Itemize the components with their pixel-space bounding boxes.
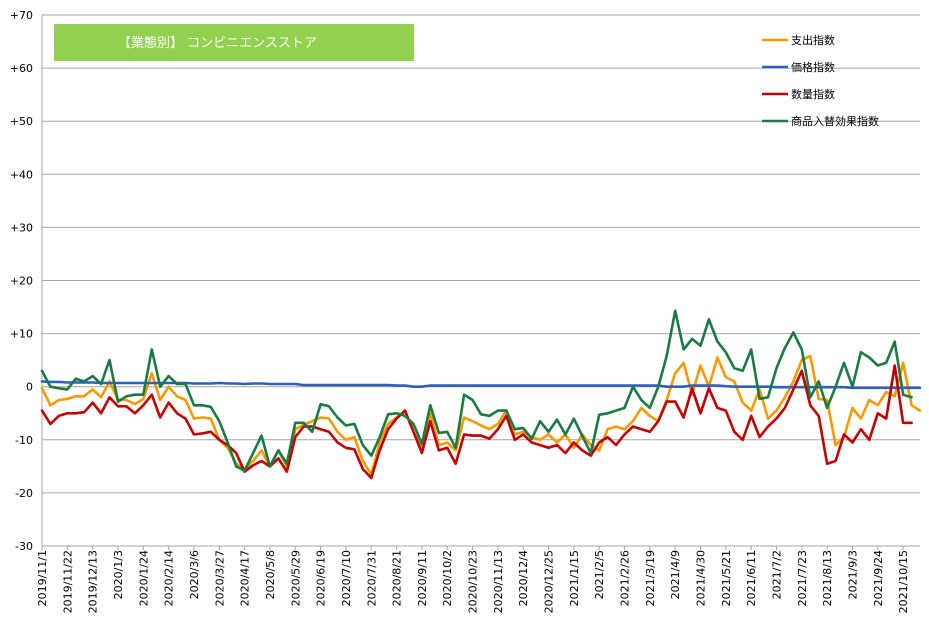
gridlines (42, 14, 920, 547)
x-tick-label: 2019/11/1 (36, 550, 49, 606)
x-tick-label: 2020/8/21 (391, 550, 404, 606)
x-tick-label: 2021/8/13 (821, 550, 834, 606)
x-axis: 2019/11/1 2019/11/22 2019/12/13 2020/1/3 202… (36, 546, 910, 613)
x-tick-label: 2020/5/8 (264, 550, 277, 599)
x-tick-label: 2021/9/3 (846, 550, 859, 599)
x-tick-label: 2021/7/23 (796, 550, 809, 606)
y-tick-label: +30 (10, 221, 33, 234)
series-line-3 (40, 309, 913, 472)
legend-label: 支出指数 (791, 33, 835, 47)
series-line-1 (40, 380, 922, 390)
x-tick-label: 2021/4/9 (669, 550, 682, 599)
x-tick-label: 2020/6/19 (315, 550, 328, 606)
legend-label: 数量指数 (791, 87, 835, 101)
x-tick-label: 2020/11/13 (492, 550, 505, 613)
x-tick-label: 2020/3/6 (188, 550, 201, 599)
x-tick-label: 2021/3/19 (644, 550, 657, 606)
x-tick-label: 2021/4/30 (695, 550, 708, 606)
x-tick-label: 2021/2/5 (593, 550, 606, 599)
x-tick-label: 2020/10/23 (467, 550, 480, 613)
series-line-2 (40, 364, 913, 480)
x-tick-label: 2020/4/17 (239, 550, 252, 606)
y-tick-label: +70 (10, 9, 33, 22)
legend-label: 商品入替効果指数 (791, 114, 879, 128)
legend-label: 価格指数 (791, 60, 835, 74)
x-tick-label: 2021/9/24 (872, 550, 885, 606)
x-tick-label: 2020/2/14 (163, 550, 176, 606)
x-tick-label: 2020/1/3 (112, 550, 125, 599)
y-tick-label: -20 (15, 487, 33, 500)
y-tick-label: +50 (10, 115, 33, 128)
x-tick-label: 2020/1/24 (137, 550, 150, 606)
x-tick-label: 2020/9/11 (416, 550, 429, 606)
x-tick-label: 2020/10/2 (441, 550, 454, 606)
x-tick-label: 2019/12/13 (87, 550, 100, 613)
x-tick-label: 2021/7/2 (770, 550, 783, 599)
x-tick-label: 2020/7/10 (340, 550, 353, 606)
x-tick-label: 2020/5/29 (289, 550, 302, 606)
y-tick-label: +60 (10, 62, 33, 75)
y-tick-label: +10 (10, 328, 33, 341)
x-tick-label: 2019/11/22 (61, 550, 74, 613)
series-lines (40, 309, 922, 480)
x-tick-label: 2021/10/15 (897, 550, 910, 613)
y-tick-label: -30 (15, 540, 33, 553)
x-tick-label: 2021/5/21 (720, 550, 733, 606)
x-tick-label: 2021/1/15 (568, 550, 581, 606)
chart-title-box: 【業態別】 コンビニエンスストア (54, 24, 414, 61)
series-line-0 (40, 354, 922, 476)
y-tick-label: +20 (10, 275, 33, 288)
x-tick-label: 2021/6/11 (745, 550, 758, 606)
y-axis: +70 +60 +50 +40 +30 +20 +10 0 -10 -20 -30 (10, 9, 43, 553)
x-tick-label: 2020/7/31 (365, 550, 378, 606)
chart-title: 【業態別】 コンビニエンスストア (118, 35, 317, 51)
x-tick-label: 2020/12/4 (517, 550, 530, 606)
x-tick-label: 2020/12/25 (543, 550, 556, 613)
y-tick-label: +40 (10, 168, 33, 181)
x-tick-label: 2020/3/27 (213, 550, 226, 606)
y-tick-label: -10 (15, 434, 33, 447)
y-tick-label: 0 (26, 381, 33, 394)
x-tick-label: 2021/2/26 (619, 550, 632, 606)
